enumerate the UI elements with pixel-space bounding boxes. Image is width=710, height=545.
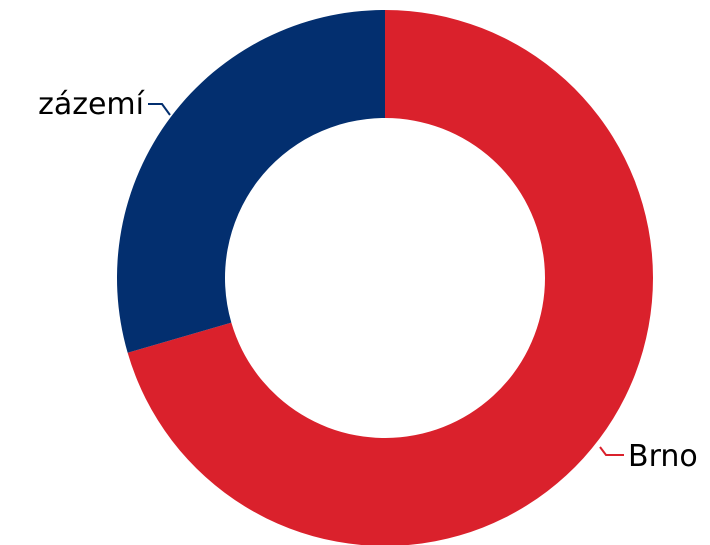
leader-line-zázemí xyxy=(148,103,171,116)
leader-lines xyxy=(148,103,624,456)
donut-slices xyxy=(116,10,653,545)
slice-labels: Brno zázemí xyxy=(38,87,698,474)
slice-zázemí xyxy=(116,10,386,353)
slice-label-Brno: Brno xyxy=(628,439,698,474)
slice-Brno xyxy=(127,10,653,545)
leader-line-Brno xyxy=(599,446,624,456)
slice-label-zázemí: zázemí xyxy=(38,87,146,122)
